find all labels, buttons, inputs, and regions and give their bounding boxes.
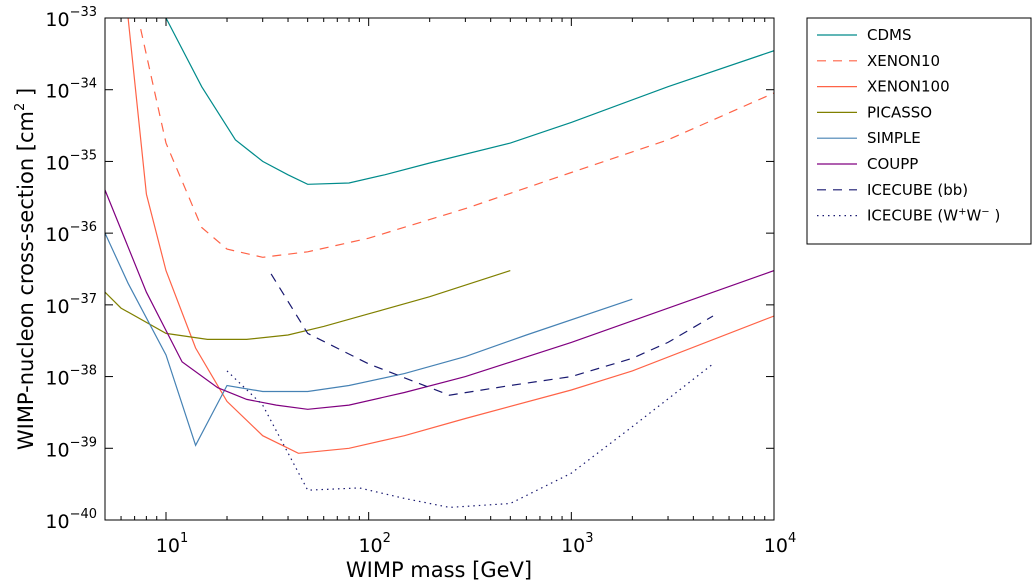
legend: CDMS XENON10 XENON100 PICASSO SIMPLE COUPP ICE… [806, 17, 1032, 245]
series-line-6 [105, 189, 774, 410]
y-tick-label: 10−34 [45, 77, 97, 103]
tick-layer [104, 17, 775, 521]
y-axis-label-sup: 2 [13, 103, 28, 111]
y-tick-label: 10−40 [45, 507, 97, 533]
y-tick-label: 10−38 [45, 364, 97, 390]
series-line-4 [105, 270, 511, 340]
x-tick-label: 101 [156, 531, 188, 557]
legend-label: SIMPLE [867, 129, 921, 147]
y-tick-label: 10−39 [45, 435, 97, 461]
legend-label: ICECUBE (W+W− ) [867, 207, 1000, 225]
x-tick-label: 102 [358, 531, 390, 557]
legend-label: PICASSO [867, 103, 932, 121]
series-line-5 [105, 232, 633, 447]
legend-label: CDMS [867, 26, 912, 44]
plot-area [105, 18, 774, 520]
tick-label-layer: 101 102 103 104 10−40 10−39 10−38 10−37 10−36 10−… [45, 5, 796, 557]
legend-label: XENON10 [867, 52, 940, 70]
y-axis-label-end: ] [14, 88, 38, 103]
y-tick-label: 10−35 [45, 148, 97, 174]
y-axis-label: WIMP-nucleon cross-section [cm2 ] [13, 88, 38, 450]
legend-label: COUPP [867, 155, 918, 173]
legend-label: ICECUBE (bb) [867, 181, 968, 199]
x-tick-label: 103 [561, 531, 593, 557]
legend-label: XENON100 [867, 78, 950, 96]
legend-box [806, 17, 1032, 245]
y-tick-label: 10−37 [45, 292, 97, 318]
series-line-8 [226, 363, 714, 509]
series-line-1 [165, 18, 774, 185]
y-axis-label-main: WIMP-nucleon cross-section [cm [14, 111, 38, 450]
x-tick-label: 104 [764, 531, 796, 557]
y-tick-label: 10−33 [45, 5, 97, 31]
series-line-7 [270, 273, 714, 396]
y-tick-label: 10−36 [45, 220, 97, 246]
series-line-3 [127, 18, 774, 454]
plot-frame [104, 17, 775, 521]
series-layer [105, 18, 774, 509]
x-axis-label: WIMP mass [GeV] [346, 558, 532, 582]
series-line-2 [140, 28, 774, 258]
